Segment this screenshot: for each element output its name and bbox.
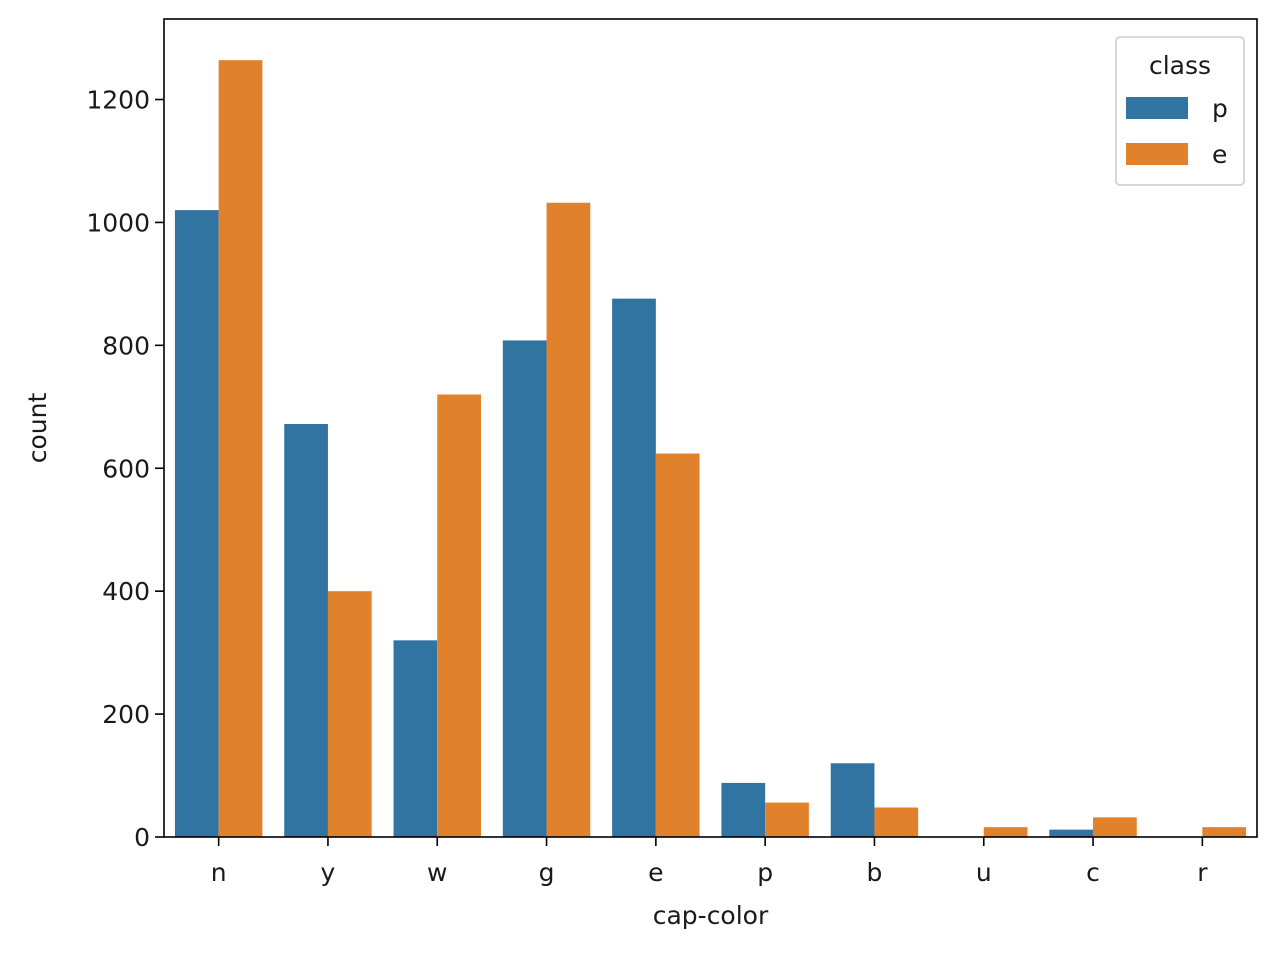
bars-group [174, 60, 1247, 838]
legend-title: class [1149, 51, 1211, 80]
bar-e-y [327, 591, 372, 837]
bar-p-b [830, 763, 875, 837]
bar-p-c [1049, 829, 1094, 837]
bar-p-y [284, 424, 328, 837]
y-tick-label: 600 [102, 454, 150, 483]
bar-e-c [1093, 817, 1137, 837]
bar-p-e [612, 298, 656, 838]
legend: class pe [1115, 36, 1245, 186]
x-tick-label: b [867, 858, 883, 887]
bar-p-g [502, 340, 547, 837]
bar-e-w [437, 394, 481, 837]
y-tick-label: 400 [102, 577, 150, 606]
bar-e-p [765, 802, 809, 837]
x-tick-label: g [539, 858, 555, 887]
x-tick-label: p [757, 858, 773, 887]
legend-label-p: p [1212, 94, 1228, 123]
bar-e-n [218, 60, 263, 837]
bar-e-u [983, 827, 1028, 837]
bar-e-e [655, 453, 700, 837]
legend-swatch-p [1126, 97, 1188, 119]
bar-p-n [174, 210, 219, 837]
x-tick-label: c [1086, 858, 1100, 887]
legend-swatch-e [1126, 143, 1188, 165]
x-axis-label: cap-color [653, 901, 769, 930]
y-axis-label: count [23, 393, 52, 464]
x-tick-label: u [976, 858, 992, 887]
x-tick-label: r [1197, 858, 1208, 887]
y-tick-label: 800 [102, 331, 150, 360]
bar-e-g [546, 202, 591, 838]
plot-frame [163, 18, 1258, 838]
y-tick-label: 200 [102, 700, 150, 729]
y-tick-label: 1000 [86, 208, 150, 237]
bar-e-r [1202, 827, 1247, 837]
x-tick-label: y [321, 858, 336, 887]
legend-entries: pe [1126, 94, 1228, 169]
legend-label-e: e [1212, 140, 1227, 169]
x-tick-label: e [648, 858, 663, 887]
bar-p-w [393, 640, 438, 837]
y-tick-label: 1200 [86, 86, 150, 115]
bar-p-p [721, 782, 766, 837]
y-axis-ticks: 0 200 400 600 800 1000 1200 [86, 86, 164, 852]
x-tick-label: w [427, 858, 447, 887]
bar-e-b [874, 807, 919, 837]
y-tick-label: 0 [134, 823, 150, 852]
x-tick-label: n [211, 858, 227, 887]
